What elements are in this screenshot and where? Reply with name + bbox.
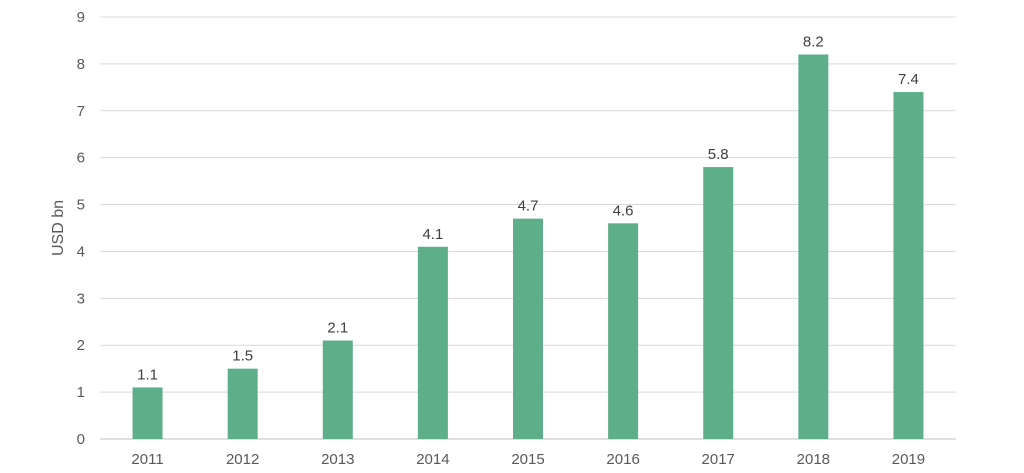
data-label-2012: 1.5 xyxy=(232,348,253,365)
y-tick-label: 6 xyxy=(77,150,85,167)
y-tick-label: 8 xyxy=(77,56,85,73)
bar-2017 xyxy=(703,167,734,440)
x-tick-label: 2018 xyxy=(797,451,830,468)
y-tick-label: 9 xyxy=(77,9,85,26)
y-tick-label: 5 xyxy=(77,197,85,214)
data-labels: 1.1 1.5 2.1 4.1 4.7 4.6 5.8 8.2 7.4 xyxy=(137,34,919,384)
bar-2014 xyxy=(417,246,448,439)
bars xyxy=(132,54,924,440)
bar-2013 xyxy=(322,340,353,439)
data-label-2016: 4.6 xyxy=(613,202,634,219)
data-label-2017: 5.8 xyxy=(708,146,729,163)
data-label-2019: 7.4 xyxy=(898,71,919,88)
y-tick-label: 1 xyxy=(77,384,85,401)
y-tick-label: 4 xyxy=(77,243,85,260)
bar-2011 xyxy=(132,387,163,439)
bar-2018 xyxy=(798,54,829,440)
y-tick-label: 3 xyxy=(77,290,85,307)
y-axis-title: USD bn xyxy=(50,200,67,256)
y-tick-label: 0 xyxy=(77,431,85,448)
y-tick-label: 7 xyxy=(77,103,85,120)
data-label-2015: 4.7 xyxy=(518,198,539,215)
bar-2012 xyxy=(227,368,258,439)
x-axis-ticks: 2011 2012 2013 2014 2015 2016 2017 2018 2019 xyxy=(131,451,925,468)
x-tick-label: 2014 xyxy=(416,451,449,468)
x-tick-label: 2013 xyxy=(321,451,354,468)
data-label-2011: 1.1 xyxy=(137,366,158,383)
y-tick-label: 2 xyxy=(77,337,85,354)
data-label-2014: 4.1 xyxy=(422,226,443,243)
data-label-2013: 2.1 xyxy=(327,320,348,337)
x-tick-label: 2015 xyxy=(511,451,544,468)
x-tick-label: 2012 xyxy=(226,451,259,468)
x-tick-label: 2011 xyxy=(131,451,163,468)
x-tick-label: 2017 xyxy=(702,451,735,468)
y-axis-ticks: 0 1 2 3 4 5 6 7 8 9 xyxy=(77,9,85,448)
x-tick-label: 2019 xyxy=(892,451,925,468)
x-tick-label: 2016 xyxy=(606,451,639,468)
bar-2019 xyxy=(893,92,924,440)
data-label-2018: 8.2 xyxy=(803,34,824,51)
bar-2016 xyxy=(608,223,639,439)
bar-2015 xyxy=(513,218,543,439)
